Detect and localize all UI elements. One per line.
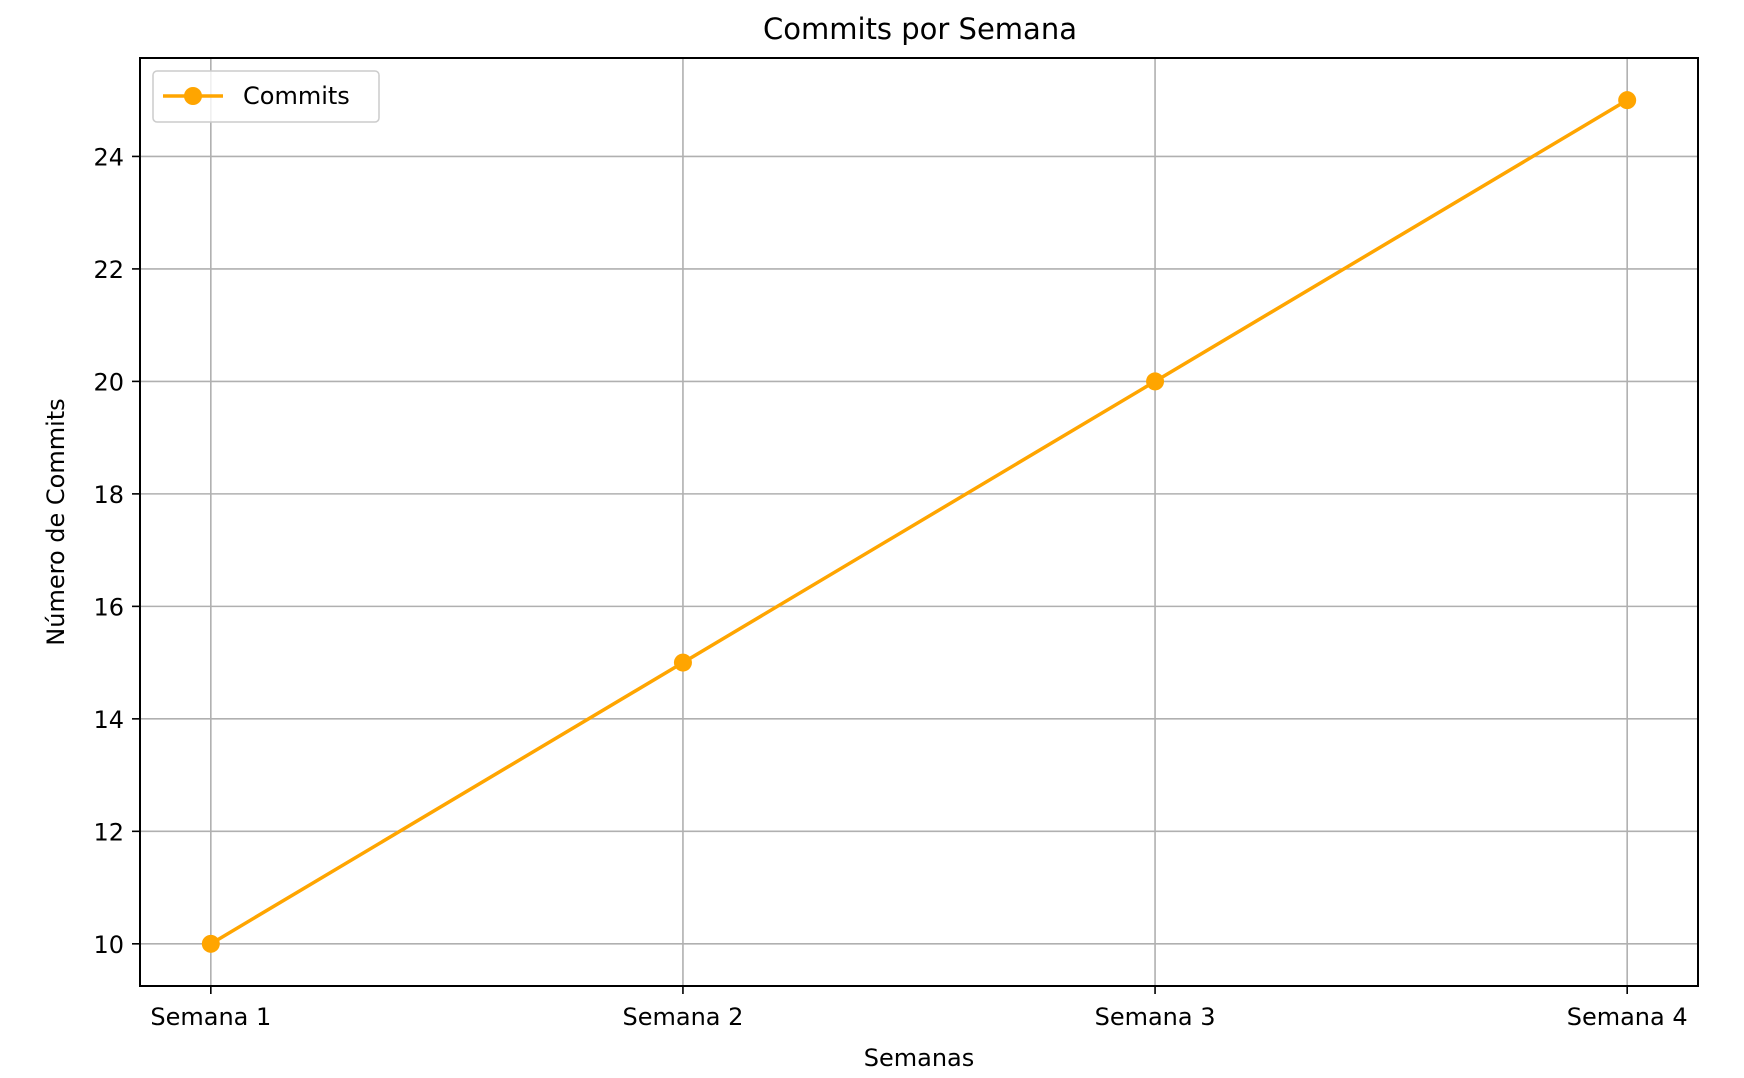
y-tick-label: 18 xyxy=(93,481,124,509)
data-point xyxy=(1618,91,1637,110)
data-point xyxy=(201,934,220,953)
x-tick-label: Semana 4 xyxy=(1567,1003,1688,1031)
data-point xyxy=(673,653,692,672)
chart-title: Commits por Semana xyxy=(763,12,1077,46)
x-tick-label: Semana 2 xyxy=(622,1003,743,1031)
legend-label: Commits xyxy=(243,82,350,110)
x-axis-label: Semanas xyxy=(864,1044,975,1072)
plot-frame xyxy=(139,57,1699,987)
y-tick-label: 24 xyxy=(93,143,124,171)
y-tick-label: 20 xyxy=(93,368,124,396)
legend: Commits xyxy=(152,70,380,123)
legend-marker-swatch xyxy=(184,87,202,105)
series-layer xyxy=(201,91,1637,953)
y-tick-label: 22 xyxy=(93,256,124,284)
y-tick-label: 16 xyxy=(93,593,124,621)
y-tick-label: 14 xyxy=(93,706,124,734)
y-axis-label: Número de Commits xyxy=(42,398,70,645)
data-point xyxy=(1146,372,1165,391)
x-axis: Semana 1 Semana 2 Semana 3 Semana 4 xyxy=(150,986,1688,1031)
y-tick-label: 12 xyxy=(93,818,124,846)
series-line-commits xyxy=(208,97,1630,947)
y-axis: 10 12 14 16 18 20 22 24 xyxy=(93,143,140,959)
x-tick-label: Semana 1 xyxy=(150,1003,271,1031)
x-tick-label: Semana 3 xyxy=(1095,1003,1216,1031)
y-tick-label: 10 xyxy=(93,931,124,959)
legend-box xyxy=(152,70,380,123)
